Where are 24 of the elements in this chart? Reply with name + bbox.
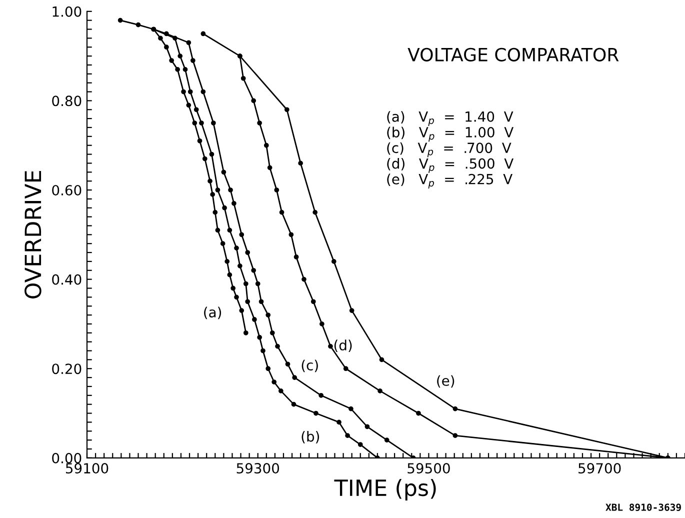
- x-axis-title: TIME (ps): [334, 479, 436, 500]
- y-tick-label: 0.20: [52, 364, 82, 374]
- series-label: (d): [334, 340, 352, 352]
- series-label: (c): [302, 360, 318, 372]
- annotation: (b) V$_{p}$ = 1.00 V: [387, 126, 514, 142]
- y-tick-label: 0.60: [52, 184, 82, 196]
- series-label: (a): [204, 306, 222, 320]
- x-tick-label: 59500: [408, 463, 450, 474]
- x-tick-label: 59100: [66, 463, 108, 474]
- x-tick-label: 59300: [236, 463, 280, 474]
- annotation: (d) V$_{p}$ = .500 V: [387, 158, 514, 173]
- text: XBL 8910-3639: [606, 504, 681, 511]
- annotation: (a) V$_{p}$ = 1.40 V: [387, 111, 514, 126]
- y-tick-label: 0.40: [52, 274, 82, 285]
- y-tick-label: 0.80: [52, 96, 82, 106]
- annotation: (c) V$_{p}$ = .700 V: [387, 142, 512, 158]
- x-tick-label: 59700: [578, 463, 621, 474]
- y-tick-label: 0.00: [52, 452, 82, 464]
- series-label: (b): [302, 430, 320, 444]
- y-tick-label: 1.00: [52, 6, 82, 17]
- y-axis-title: OVERDRIVE: [24, 171, 42, 298]
- annotation: (e) V$_{p}$ = .225 V: [387, 174, 512, 188]
- series-label: (e): [437, 375, 454, 388]
- text: VOLTAGE COMPARATOR: [408, 48, 619, 62]
